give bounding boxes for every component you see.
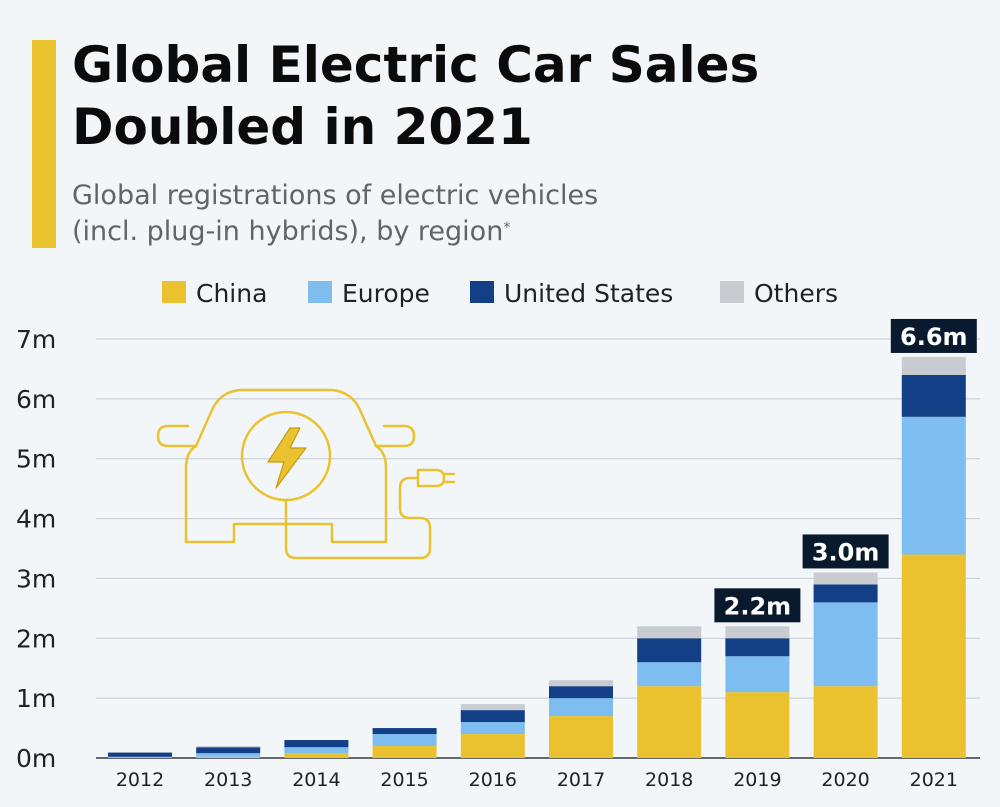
bar-segment-united-states-2014	[284, 740, 349, 748]
bar-segment-others-2018	[637, 626, 702, 639]
x-tick-label: 2016	[469, 769, 517, 791]
bar-segment-united-states-2019	[725, 638, 790, 657]
chart-title: Global Electric Car Sales Doubled in 202…	[72, 34, 972, 158]
y-tick-label: 2m	[16, 624, 56, 653]
bar-segment-others-2016	[460, 704, 525, 711]
bar-segment-europe-2017	[549, 698, 613, 717]
bar-segment-united-states-2021	[901, 374, 966, 417]
bar-segment-china-2012	[108, 757, 172, 758]
legend-swatch	[720, 281, 744, 303]
bar-segment-others-2017	[549, 680, 613, 687]
bar-segment-europe-2019	[725, 656, 790, 693]
legend-label: Others	[754, 279, 838, 308]
bar-segment-china-2017	[549, 716, 613, 758]
bar-segment-china-2014	[284, 753, 349, 758]
legend-item-united-states: United States	[470, 279, 673, 308]
y-tick-label: 1m	[16, 684, 56, 713]
bar-segment-united-states-2015	[372, 728, 437, 735]
total-labels: 2.2m 3.0m 6.6m	[714, 318, 977, 623]
legend: China Europe United States Others	[162, 279, 838, 308]
y-tick-label: 7m	[16, 325, 56, 354]
y-tick-label: 6m	[16, 385, 56, 414]
bar-segment-others-2019	[725, 626, 790, 639]
bar-segment-united-states-2016	[460, 710, 525, 723]
x-tick-label: 2013	[204, 769, 252, 791]
bar-segment-united-states-2013	[196, 747, 261, 754]
bar-segment-europe-2018	[637, 662, 702, 687]
bar-segment-europe-2012	[108, 756, 172, 758]
x-tick-label: 2018	[645, 769, 693, 791]
subtitle-line-2: (incl. plug-in hybrids), by region	[72, 216, 504, 247]
x-tick-label: 2019	[733, 769, 781, 791]
total-label-text: 6.6m	[900, 323, 968, 351]
x-tick-label: 2021	[910, 769, 958, 791]
x-tick-label: 2012	[116, 769, 164, 791]
bar-segment-europe-2015	[372, 734, 437, 747]
chart-subtitle: Global registrations of electric vehicle…	[72, 178, 952, 250]
total-label-text: 3.0m	[812, 538, 880, 566]
legend-item-others: Others	[720, 279, 838, 308]
total-label-box	[714, 588, 801, 623]
bar-segment-europe-2014	[284, 747, 349, 754]
bar-segment-china-2015	[372, 746, 437, 758]
subtitle-footnote-mark: *	[503, 220, 511, 236]
bar-segment-united-states-2017	[549, 686, 613, 699]
bar-segment-china-2019	[725, 692, 790, 758]
bar-segment-europe-2016	[460, 722, 525, 735]
bars	[108, 356, 966, 758]
bar-segment-europe-2013	[196, 753, 261, 757]
y-tick-label: 4m	[16, 505, 56, 534]
total-label-2019: 2.2m	[714, 588, 801, 623]
title-line-1: Global Electric Car Sales	[72, 36, 760, 94]
y-tick-label: 0m	[16, 744, 56, 773]
x-tick-label: 2020	[821, 769, 869, 791]
bar-segment-others-2021	[901, 356, 966, 375]
total-label-box	[890, 318, 977, 353]
total-label-2021: 6.6m	[890, 318, 977, 353]
total-label-box	[802, 534, 889, 569]
y-tick-label: 3m	[16, 564, 56, 593]
bar-segment-china-2021	[901, 554, 966, 758]
bar-segment-others-2012	[108, 752, 172, 753]
bar-segment-united-states-2020	[813, 584, 878, 603]
bar-segment-europe-2021	[901, 416, 966, 555]
bar-segment-others-2020	[813, 572, 878, 585]
bar-segment-china-2018	[637, 686, 702, 758]
legend-item-china: China	[162, 279, 267, 308]
legend-label: China	[196, 279, 267, 308]
legend-swatch	[470, 281, 494, 303]
total-label-2020: 3.0m	[802, 534, 889, 569]
x-tick-label: 2014	[292, 769, 340, 791]
bar-segment-united-states-2012	[108, 752, 172, 757]
accent-bar	[32, 40, 56, 248]
y-axis: 0m 1m 2m 3m 4m 5m 6m 7m	[16, 325, 56, 773]
legend-swatch	[162, 281, 186, 303]
bar-segment-china-2013	[196, 756, 261, 758]
legend-item-europe: Europe	[308, 279, 430, 308]
bar-segment-europe-2020	[813, 602, 878, 687]
subtitle-line-1: Global registrations of electric vehicle…	[72, 180, 599, 211]
bar-segment-united-states-2018	[637, 638, 702, 663]
x-tick-label: 2015	[380, 769, 428, 791]
title-line-2: Doubled in 2021	[72, 98, 533, 156]
bar-segment-others-2013	[196, 746, 261, 748]
bar-segment-china-2020	[813, 686, 878, 758]
legend-label: United States	[504, 279, 673, 308]
x-axis: 2012 2013 2014 2015 2016 2017 2018 2019 2020 2021	[116, 769, 958, 791]
legend-label: Europe	[342, 279, 430, 308]
total-label-text: 2.2m	[724, 592, 792, 620]
y-tick-label: 5m	[16, 445, 56, 474]
x-tick-label: 2017	[557, 769, 605, 791]
bar-segment-china-2016	[460, 734, 525, 758]
legend-swatch	[308, 281, 332, 303]
electric-car-plug-icon	[156, 388, 456, 560]
